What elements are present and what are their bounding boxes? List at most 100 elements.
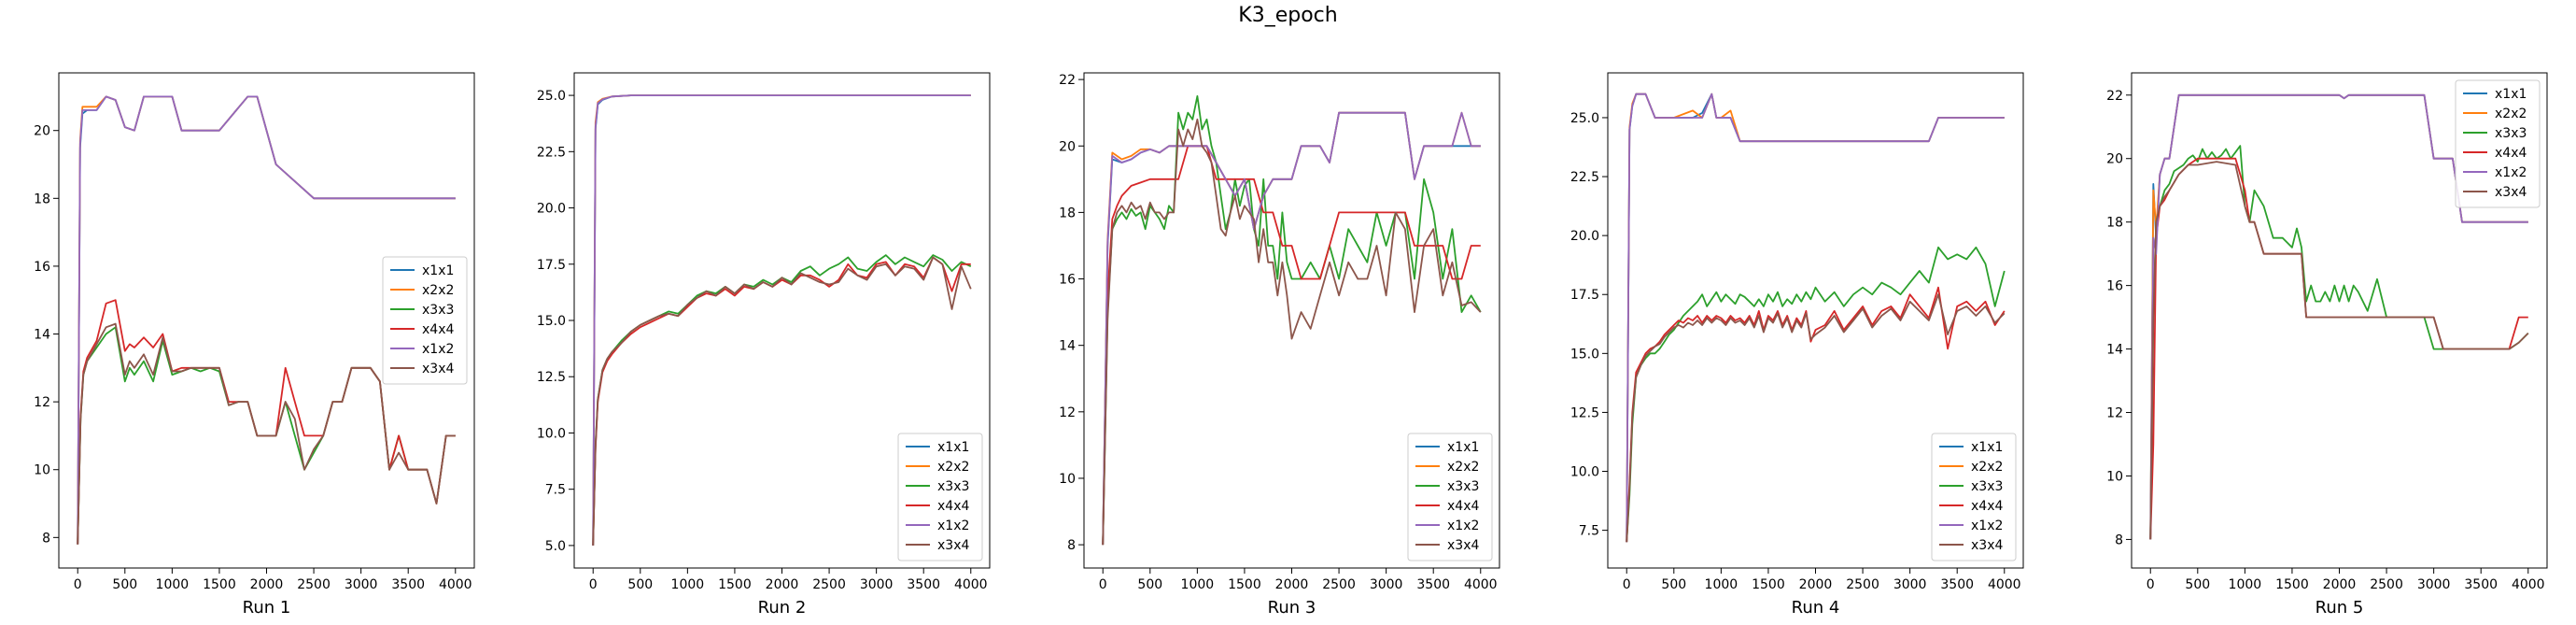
y-tick-label: 17.5 [1570,288,1599,303]
series-line-x3x4 [1102,118,1482,546]
series-line-x1x2 [592,94,971,546]
series-line-x3x4 [592,256,972,546]
y-tick-label: 20.0 [537,202,566,217]
legend-label-x2x2: x2x2 [422,283,454,298]
legend-label-x4x4: x4x4 [1447,499,1479,514]
y-tick-label: 18 [2106,216,2123,231]
legend-label-x4x4: x4x4 [2495,146,2527,161]
x-tick-label: 2500 [812,577,846,592]
legend-label-x1x1: x1x1 [1971,440,2003,455]
x-tick-label: 3000 [2417,577,2451,592]
x-tick-label: 0 [1099,577,1107,592]
y-tick-label: 12 [34,395,50,410]
legend-label-x3x4: x3x4 [937,538,969,553]
legend-label-x1x2: x1x2 [1447,518,1479,533]
y-tick-label: 22.5 [537,145,566,160]
x-tick-label: 0 [2147,577,2155,592]
x-tick-label: 1000 [1705,577,1738,592]
legend-label-x1x2: x1x2 [937,518,969,533]
x-tick-label: 500 [1661,577,1686,592]
y-tick-label: 8 [42,531,50,546]
legend-label-x3x4: x3x4 [1971,538,2003,553]
y-tick-label: 10 [34,463,50,478]
y-tick-label: 12.5 [1570,405,1599,420]
legend: x1x1 x2x2 x3x3 x4x4 x1x2 x3x4 [1931,433,2017,561]
y-tick-label: 20 [1059,139,1076,154]
x-tick-label: 1000 [1181,577,1215,592]
x-tick-label: 2500 [297,577,331,592]
legend-label-x3x4: x3x4 [1447,538,1479,553]
y-tick-label: 20.0 [1570,229,1599,244]
x-tick-label: 0 [1623,577,1631,592]
series-group [77,95,456,545]
x-tick-label: 2500 [1846,577,1879,592]
x-tick-label: 2000 [2323,577,2357,592]
series-line-x3x4 [77,322,456,545]
series-line-x3x4 [2149,161,2529,540]
legend-label-x4x4: x4x4 [937,499,969,514]
legend: x1x1 x2x2 x3x3 x4x4 x1x2 x3x4 [382,256,468,385]
y-tick-label: 22.5 [1570,170,1599,185]
legend-label-x2x2: x2x2 [2495,107,2527,121]
y-tick-label: 8 [1067,538,1076,553]
y-tick-label: 22 [1059,73,1076,88]
x-tick-label: 1500 [1228,577,1261,592]
series-group [1626,92,2006,543]
y-tick-label: 12 [1059,405,1076,420]
x-tick-label: 4000 [439,577,472,592]
series-line-x3x4 [1626,293,2006,543]
legend: x1x1 x2x2 x3x3 x4x4 x1x2 x3x4 [897,433,983,561]
series-group [1102,95,1482,546]
legend-label-x4x4: x4x4 [1971,499,2003,514]
x-tick-label: 1000 [2229,577,2262,592]
x-tick-label: 2000 [766,577,799,592]
x-tick-label: 2000 [250,577,284,592]
x-tick-label: 3000 [1370,577,1403,592]
legend-label-x1x1: x1x1 [422,263,454,278]
legend-label-x3x4: x3x4 [2495,185,2527,200]
series-line-x1x2 [2149,93,2528,540]
y-tick-label: 14 [2106,343,2123,358]
subplot-2: 0 500 1000 1500 2000 2500 3000 3500 4000 5.0 7.5 10… [537,72,991,618]
y-tick-label: 18 [1059,206,1076,220]
y-tick-label: 7.5 [1579,524,1599,539]
legend-label-x2x2: x2x2 [937,460,969,475]
y-tick-label: 8 [2115,533,2123,547]
y-tick-label: 16 [2106,279,2123,294]
y-tick-label: 22 [2106,89,2123,104]
x-tick-label: 500 [112,577,137,592]
x-axis-label: Run 1 [243,598,291,618]
x-tick-label: 4000 [954,577,988,592]
legend: x1x1 x2x2 x3x3 x4x4 x1x2 x3x4 [2455,79,2541,208]
x-tick-label: 1500 [203,577,236,592]
x-tick-label: 500 [2185,577,2210,592]
y-tick-label: 5.0 [545,539,566,554]
x-tick-label: 1000 [671,577,705,592]
y-tick-label: 15.0 [537,314,566,329]
figure-title: K3_epoch [1238,4,1338,27]
subplot-3: 0 500 1000 1500 2000 2500 3000 3500 4000 8 10 12 14 1… [1059,72,1500,618]
legend-label-x2x2: x2x2 [1447,460,1479,475]
x-tick-label: 3500 [1416,577,1450,592]
y-tick-label: 16 [34,260,50,275]
y-tick-label: 25.0 [537,89,566,104]
y-tick-label: 25.0 [1570,111,1599,126]
x-tick-label: 500 [627,577,653,592]
series-line-x3x3 [1102,95,1482,546]
series-line-x1x2 [1102,111,1481,546]
x-tick-label: 1500 [2275,577,2309,592]
y-tick-label: 17.5 [537,258,566,273]
series-line-x1x2 [77,95,456,545]
x-tick-label: 500 [1137,577,1162,592]
x-tick-label: 2000 [1799,577,1833,592]
x-tick-label: 2500 [1322,577,1356,592]
y-tick-label: 10.0 [1570,465,1599,480]
x-tick-label: 3000 [1893,577,1927,592]
y-tick-label: 7.5 [545,483,566,498]
series-group [592,94,972,546]
legend-label-x4x4: x4x4 [422,322,454,337]
x-tick-label: 0 [74,577,82,592]
y-tick-label: 14 [34,328,50,343]
x-tick-label: 1500 [718,577,752,592]
